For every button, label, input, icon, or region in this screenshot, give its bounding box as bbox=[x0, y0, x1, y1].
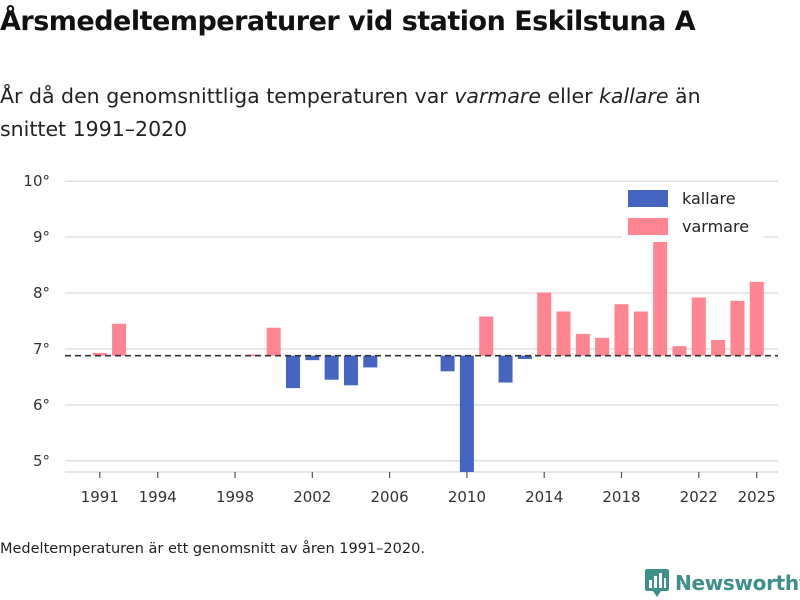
bar-varmare-1999[interactable] bbox=[247, 354, 262, 357]
bar-varmare-2016[interactable] bbox=[575, 333, 590, 356]
bar-varmare-2014[interactable] bbox=[537, 292, 552, 356]
bar-kallare-2009[interactable] bbox=[440, 355, 455, 372]
y-tick-label: 7° bbox=[33, 340, 50, 358]
bar-varmare-2018[interactable] bbox=[614, 304, 629, 356]
y-tick-label: 9° bbox=[33, 228, 50, 246]
bar-chart: 5° 6° 7° 8° 9° 10° 1991 1994 1998 2002 2006 2010 20… bbox=[23, 172, 778, 506]
chart-title: Årsmedeltemperaturer vid station Eskilst… bbox=[0, 6, 696, 37]
y-tick-label: 10° bbox=[23, 172, 50, 190]
bar-varmare-1991[interactable] bbox=[92, 352, 107, 356]
newsworthy-logo-text: Newsworthy bbox=[675, 571, 800, 595]
bar-kallare-2010[interactable] bbox=[459, 355, 474, 472]
bar-kallare-2013[interactable] bbox=[517, 355, 532, 360]
x-tick-label: 2025 bbox=[738, 488, 776, 506]
legend-label-kallare: kallare bbox=[682, 189, 736, 208]
legend-label-varmare: varmare bbox=[682, 217, 749, 236]
legend: kallare varmare bbox=[622, 184, 764, 242]
subtitle-middle: eller bbox=[540, 84, 600, 108]
bar-varmare-2025[interactable] bbox=[749, 281, 764, 356]
y-axis-labels: 5° 6° 7° 8° 9° 10° bbox=[23, 172, 50, 470]
x-tick-label: 2006 bbox=[371, 488, 409, 506]
x-tick-label: 1991 bbox=[81, 488, 119, 506]
x-tick-label: 2022 bbox=[680, 488, 718, 506]
bar-varmare-2000[interactable] bbox=[266, 327, 281, 356]
bar-varmare-2020[interactable] bbox=[653, 239, 668, 356]
subtitle-prefix: År då den genomsnittliga temperaturen va… bbox=[0, 84, 455, 108]
x-tick-label: 1998 bbox=[216, 488, 254, 506]
bar-varmare-1992[interactable] bbox=[112, 323, 127, 356]
y-tick-label: 5° bbox=[33, 452, 50, 470]
x-tick-label: 2014 bbox=[525, 488, 563, 506]
bar-kallare-2002[interactable] bbox=[305, 355, 320, 361]
bar-kallare-2012[interactable] bbox=[498, 355, 513, 383]
newsworthy-logo-icon bbox=[645, 569, 669, 597]
subtitle-colder-word: kallare bbox=[599, 84, 669, 108]
x-tick-label: 1994 bbox=[139, 488, 177, 506]
bar-varmare-2023[interactable] bbox=[711, 340, 726, 356]
bar-kallare-2004[interactable] bbox=[343, 355, 358, 386]
bars bbox=[92, 239, 764, 472]
bar-varmare-2011[interactable] bbox=[479, 316, 494, 356]
bar-kallare-2001[interactable] bbox=[286, 355, 301, 389]
bar-varmare-2021[interactable] bbox=[672, 346, 687, 356]
x-tick-label: 2002 bbox=[293, 488, 331, 506]
bar-varmare-2019[interactable] bbox=[633, 311, 648, 356]
bar-varmare-2022[interactable] bbox=[691, 297, 706, 356]
newsworthy-logo: Newsworthy bbox=[645, 568, 800, 598]
bar-kallare-2005[interactable] bbox=[363, 355, 378, 368]
subtitle-suffix: än snittet 1991–2020 bbox=[0, 84, 701, 141]
legend-swatch-kallare bbox=[628, 190, 668, 207]
x-axis-ticks: 1991 1994 1998 2002 2006 2010 2014 2018 2022 2025 bbox=[81, 472, 776, 506]
x-tick-label: 2018 bbox=[602, 488, 640, 506]
bar-kallare-2003[interactable] bbox=[324, 355, 339, 380]
bar-varmare-2015[interactable] bbox=[556, 311, 571, 356]
footnote: Medeltemperaturen är ett genomsnitt av å… bbox=[0, 541, 425, 557]
bar-varmare-2017[interactable] bbox=[595, 337, 610, 356]
chart-subtitle: År då den genomsnittliga temperaturen va… bbox=[0, 80, 760, 146]
y-tick-label: 8° bbox=[33, 284, 50, 302]
bar-varmare-2024[interactable] bbox=[730, 300, 745, 356]
subtitle-warmer-word: varmare bbox=[454, 84, 541, 108]
y-tick-label: 6° bbox=[33, 396, 50, 414]
x-tick-label: 2010 bbox=[448, 488, 486, 506]
legend-swatch-varmare bbox=[628, 218, 668, 235]
